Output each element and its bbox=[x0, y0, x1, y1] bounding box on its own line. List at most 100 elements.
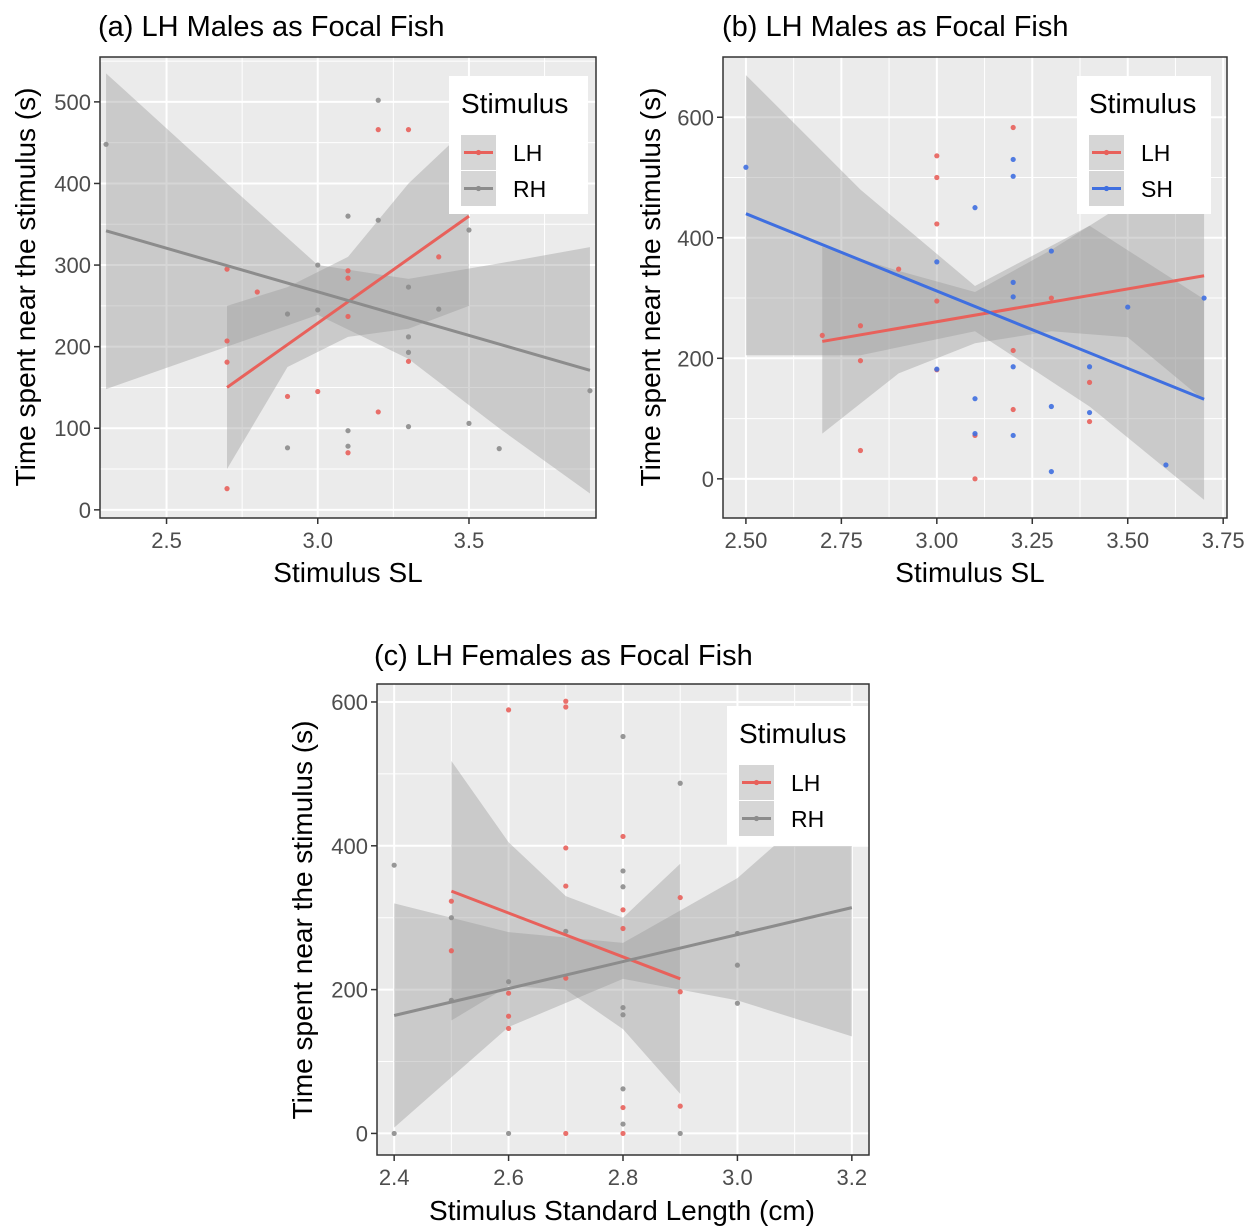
data-point-rh bbox=[405, 284, 412, 290]
legend-title: Stimulus bbox=[1089, 88, 1196, 119]
data-point-sh bbox=[1010, 173, 1016, 179]
data-point-lh bbox=[934, 174, 940, 181]
data-point-lh bbox=[448, 898, 454, 904]
data-point-lh bbox=[224, 338, 230, 344]
legend-label-sh: SH bbox=[1141, 176, 1173, 202]
data-point-lh bbox=[972, 476, 978, 482]
data-point-rh bbox=[466, 227, 472, 233]
x-tick-label: 2.8 bbox=[608, 1165, 639, 1190]
data-point-lh bbox=[224, 486, 230, 492]
legend-label-rh: RH bbox=[513, 176, 546, 202]
confidence-band-sh bbox=[745, 75, 1205, 500]
data-point-rh bbox=[496, 446, 502, 452]
data-point-rh bbox=[284, 445, 291, 451]
legend-background bbox=[1077, 76, 1211, 214]
data-point-lh bbox=[1010, 124, 1016, 131]
x-tick-label: 3.2 bbox=[837, 1165, 868, 1190]
fit-line-lh bbox=[450, 889, 681, 981]
confidence-band-rh bbox=[394, 777, 852, 1128]
data-point-lh bbox=[563, 883, 569, 889]
fit-line-rh bbox=[105, 229, 591, 372]
legend: Stimulus LH RH bbox=[449, 76, 588, 214]
data-point-sh bbox=[1010, 432, 1016, 439]
data-point-rh bbox=[375, 97, 381, 103]
data-point-rh bbox=[620, 1086, 626, 1092]
data-point-rh bbox=[587, 388, 593, 394]
legend-key-point bbox=[1103, 185, 1110, 192]
data-point-lh bbox=[1086, 418, 1093, 425]
data-point-lh bbox=[934, 153, 940, 159]
x-tick-label: 3.5 bbox=[454, 528, 485, 553]
legend-label-lh: LH bbox=[513, 140, 542, 166]
data-point-lh bbox=[620, 1104, 626, 1111]
y-tick-label: 500 bbox=[54, 90, 91, 115]
data-point-sh bbox=[743, 164, 749, 170]
data-point-rh bbox=[391, 1130, 397, 1137]
data-point-lh bbox=[563, 704, 569, 710]
fit-line-lh bbox=[822, 274, 1205, 343]
legend-background bbox=[449, 76, 588, 214]
data-point-rh bbox=[620, 733, 626, 740]
x-tick-label: 3.00 bbox=[915, 528, 958, 553]
x-tick-label: 3.50 bbox=[1106, 528, 1149, 553]
y-tick-label: 200 bbox=[677, 346, 714, 371]
x-tick-label: 2.4 bbox=[379, 1165, 410, 1190]
y-tick-label: 0 bbox=[356, 1121, 368, 1146]
x-tick-label: 3.0 bbox=[722, 1165, 753, 1190]
x-tick-label: 2.6 bbox=[493, 1165, 524, 1190]
confidence-band-rh bbox=[106, 73, 590, 494]
x-axis-title: Stimulus SL bbox=[273, 557, 422, 588]
data-point-lh bbox=[505, 707, 512, 713]
data-point-lh bbox=[436, 254, 442, 260]
data-point-rh bbox=[620, 1004, 626, 1011]
data-point-rh bbox=[448, 915, 454, 921]
data-point-sh bbox=[1201, 295, 1207, 301]
data-point-sh bbox=[1010, 156, 1016, 163]
data-point-rh bbox=[466, 420, 472, 426]
x-tick-label: 3.25 bbox=[1011, 528, 1054, 553]
data-point-lh bbox=[563, 698, 569, 704]
legend-label-rh: RH bbox=[791, 806, 824, 832]
y-axis-title: Time spent near the stimulus (s) bbox=[287, 721, 318, 1120]
data-point-lh bbox=[620, 1130, 626, 1137]
chart-panel-a: 2.5 3.0 3.5 0 100 200 300 400 500 (a) LH Males as… bbox=[10, 11, 597, 588]
data-point-sh bbox=[934, 259, 940, 265]
data-point-rh bbox=[405, 424, 412, 430]
y-tick-label: 600 bbox=[331, 690, 368, 715]
data-point-lh bbox=[677, 1103, 683, 1109]
data-point-rh bbox=[315, 262, 321, 268]
legend-label-lh: LH bbox=[791, 770, 820, 796]
data-point-lh bbox=[620, 925, 626, 932]
data-point-lh bbox=[857, 358, 864, 364]
data-point-lh bbox=[345, 268, 351, 274]
fit-line-rh bbox=[393, 906, 853, 1017]
data-point-lh bbox=[284, 393, 291, 400]
data-point-rh bbox=[505, 979, 512, 985]
panel-border bbox=[722, 56, 1228, 519]
y-tick-label: 0 bbox=[702, 467, 714, 492]
data-point-rh bbox=[345, 443, 351, 449]
y-tick-label: 600 bbox=[677, 105, 714, 130]
data-point-rh bbox=[505, 1130, 512, 1137]
legend-title: Stimulus bbox=[461, 88, 568, 119]
x-tick-label: 2.5 bbox=[151, 528, 182, 553]
x-axis-title: Stimulus Standard Length (cm) bbox=[429, 1195, 815, 1226]
data-point-lh bbox=[857, 447, 864, 454]
data-point-rh bbox=[436, 306, 442, 312]
y-tick-label: 0 bbox=[79, 498, 91, 523]
data-point-rh bbox=[405, 349, 412, 355]
data-point-lh bbox=[934, 298, 940, 304]
data-point-lh bbox=[896, 266, 902, 272]
confidence-band-lh bbox=[227, 126, 469, 470]
x-tick-label: 2.75 bbox=[820, 528, 863, 553]
data-point-lh bbox=[505, 1013, 512, 1019]
chart-title: (c) LH Females as Focal Fish bbox=[374, 640, 753, 672]
data-point-lh bbox=[254, 289, 260, 295]
data-point-lh bbox=[375, 127, 381, 133]
data-point-rh bbox=[620, 1012, 626, 1018]
legend-key-point bbox=[1103, 149, 1110, 156]
data-point-rh bbox=[405, 334, 412, 340]
data-point-rh bbox=[345, 213, 351, 219]
x-axis-title: Stimulus SL bbox=[895, 557, 1044, 588]
